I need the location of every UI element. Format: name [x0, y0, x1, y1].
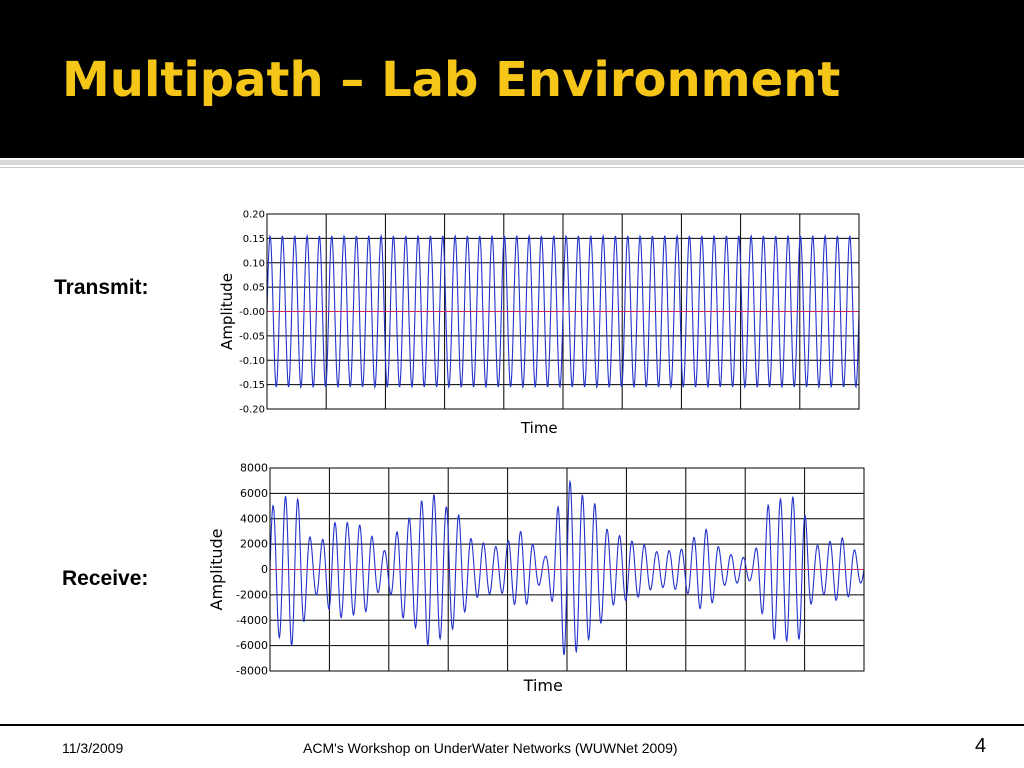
footer-conference: ACM's Workshop on UnderWater Networks (W…: [303, 740, 678, 756]
transmit-plot: 0.20 0.15 0.10 0.05 -0.00 -0.05 -0.10 -0.15 -0.2…: [218, 210, 860, 437]
y-tick-label: 8000: [240, 462, 268, 475]
title-bar: [0, 0, 1024, 158]
y-tick-label: -8000: [236, 665, 268, 678]
y-tick-label: -4000: [236, 614, 268, 627]
receive-label: Receive:: [62, 567, 149, 590]
title-divider: [0, 160, 1024, 165]
title-divider-thin: [0, 167, 1024, 168]
x-axis-label: Time: [520, 419, 558, 437]
y-axis-label: Amplitude: [207, 529, 226, 611]
y-tick-label: 0.10: [243, 258, 265, 269]
slide-title: Multipath – Lab Environment: [62, 52, 841, 108]
transmit-label: Transmit:: [54, 276, 149, 299]
plot-frame: [266, 213, 860, 410]
y-tick-label: -0.20: [239, 405, 265, 416]
y-tick-label: -6000: [236, 639, 268, 652]
signal-line: [266, 234, 860, 389]
signal-line: [269, 479, 865, 656]
y-tick-label: -0.10: [239, 356, 265, 367]
y-tick-label: -0.15: [239, 380, 265, 391]
page-number: 4: [975, 735, 987, 757]
y-tick-label: 2000: [240, 538, 268, 551]
x-axis-label: Time: [523, 676, 563, 695]
y-tick-label: 4000: [240, 512, 268, 525]
y-axis-label: Amplitude: [218, 273, 236, 350]
y-tick-label: -2000: [236, 588, 268, 601]
y-tick-label: 0.15: [243, 234, 265, 245]
receive-plot: 8000 6000 4000 2000 0 -2000 -4000 -6000 -8000 Tim…: [207, 462, 865, 695]
plot-frame: [269, 467, 865, 672]
footer-divider: [0, 724, 1024, 726]
y-tick-label: -0.05: [239, 331, 265, 342]
y-tick-label: 6000: [240, 487, 268, 500]
y-tick-label: 0.05: [243, 283, 265, 294]
footer-date: 11/3/2009: [62, 740, 124, 756]
y-tick-label: 0.20: [243, 210, 265, 221]
y-tick-label: 0: [261, 563, 268, 576]
y-tick-label: -0.00: [239, 307, 265, 318]
